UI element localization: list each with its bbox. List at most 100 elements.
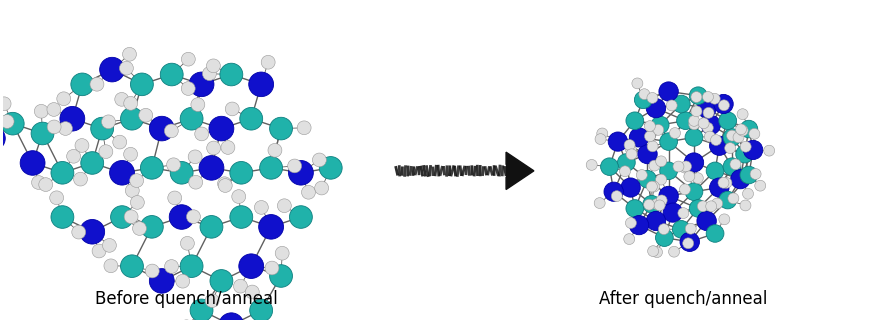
- Circle shape: [189, 72, 214, 97]
- Circle shape: [205, 294, 219, 307]
- Circle shape: [47, 120, 61, 134]
- Circle shape: [230, 206, 253, 228]
- Circle shape: [200, 215, 223, 238]
- Circle shape: [238, 254, 263, 278]
- Circle shape: [597, 128, 608, 139]
- Circle shape: [718, 177, 729, 188]
- Circle shape: [288, 159, 302, 173]
- Circle shape: [750, 169, 761, 179]
- Circle shape: [314, 181, 329, 195]
- Circle shape: [195, 127, 209, 141]
- Circle shape: [302, 185, 315, 199]
- Circle shape: [122, 47, 137, 61]
- Circle shape: [727, 130, 738, 141]
- Circle shape: [703, 108, 714, 118]
- Circle shape: [80, 152, 104, 174]
- Circle shape: [75, 139, 89, 152]
- Circle shape: [199, 156, 224, 180]
- Circle shape: [233, 279, 247, 293]
- Circle shape: [60, 107, 85, 131]
- Circle shape: [270, 265, 293, 287]
- Circle shape: [697, 99, 716, 118]
- Circle shape: [90, 78, 104, 91]
- Circle shape: [643, 195, 661, 213]
- Circle shape: [755, 180, 765, 191]
- Circle shape: [31, 176, 46, 189]
- Circle shape: [651, 116, 669, 134]
- Circle shape: [685, 223, 697, 234]
- Circle shape: [262, 55, 275, 69]
- Circle shape: [121, 108, 144, 130]
- Circle shape: [702, 122, 714, 133]
- Circle shape: [626, 149, 637, 160]
- Circle shape: [678, 208, 689, 219]
- Circle shape: [625, 217, 637, 228]
- Circle shape: [712, 198, 722, 209]
- Circle shape: [706, 225, 724, 242]
- Circle shape: [130, 73, 154, 96]
- Circle shape: [51, 206, 74, 228]
- Circle shape: [255, 201, 268, 214]
- Circle shape: [110, 161, 135, 185]
- Circle shape: [167, 158, 180, 172]
- Circle shape: [99, 145, 113, 159]
- Circle shape: [140, 215, 163, 238]
- Circle shape: [701, 115, 721, 134]
- Circle shape: [219, 313, 244, 323]
- Circle shape: [680, 161, 691, 172]
- Circle shape: [181, 82, 196, 95]
- Circle shape: [710, 178, 729, 197]
- Circle shape: [647, 181, 657, 192]
- Circle shape: [170, 205, 194, 229]
- Circle shape: [623, 234, 635, 245]
- Circle shape: [218, 177, 231, 191]
- Circle shape: [638, 171, 656, 188]
- Circle shape: [647, 99, 665, 118]
- Circle shape: [206, 59, 221, 73]
- Circle shape: [0, 115, 14, 128]
- Circle shape: [680, 162, 690, 173]
- Circle shape: [57, 92, 71, 106]
- Circle shape: [647, 92, 658, 103]
- Circle shape: [113, 135, 127, 149]
- Circle shape: [289, 206, 313, 228]
- Circle shape: [176, 274, 189, 288]
- Circle shape: [685, 129, 703, 146]
- Circle shape: [31, 122, 54, 145]
- Circle shape: [691, 106, 702, 117]
- Circle shape: [190, 299, 213, 322]
- Circle shape: [645, 121, 655, 131]
- Circle shape: [659, 82, 679, 101]
- Text: Before quench/anneal: Before quench/anneal: [96, 290, 278, 308]
- Circle shape: [730, 159, 741, 170]
- Circle shape: [658, 224, 670, 234]
- Circle shape: [278, 199, 291, 213]
- Circle shape: [275, 246, 289, 260]
- Circle shape: [733, 132, 744, 143]
- Circle shape: [653, 124, 663, 135]
- Circle shape: [146, 264, 159, 278]
- Circle shape: [138, 108, 153, 122]
- Circle shape: [620, 166, 630, 177]
- Circle shape: [115, 92, 129, 106]
- Circle shape: [743, 141, 763, 160]
- Circle shape: [682, 238, 694, 249]
- Circle shape: [601, 158, 618, 175]
- Circle shape: [637, 170, 647, 181]
- Circle shape: [647, 141, 658, 152]
- Circle shape: [123, 147, 138, 161]
- Circle shape: [638, 89, 650, 99]
- Circle shape: [612, 191, 622, 202]
- Circle shape: [164, 124, 179, 138]
- Circle shape: [719, 191, 737, 209]
- Circle shape: [218, 179, 232, 193]
- Circle shape: [626, 200, 644, 217]
- Circle shape: [703, 91, 714, 102]
- Circle shape: [730, 170, 750, 189]
- Circle shape: [689, 200, 707, 217]
- Circle shape: [209, 116, 234, 141]
- Circle shape: [125, 184, 139, 197]
- Circle shape: [624, 140, 635, 151]
- Circle shape: [621, 178, 640, 197]
- Circle shape: [672, 95, 690, 113]
